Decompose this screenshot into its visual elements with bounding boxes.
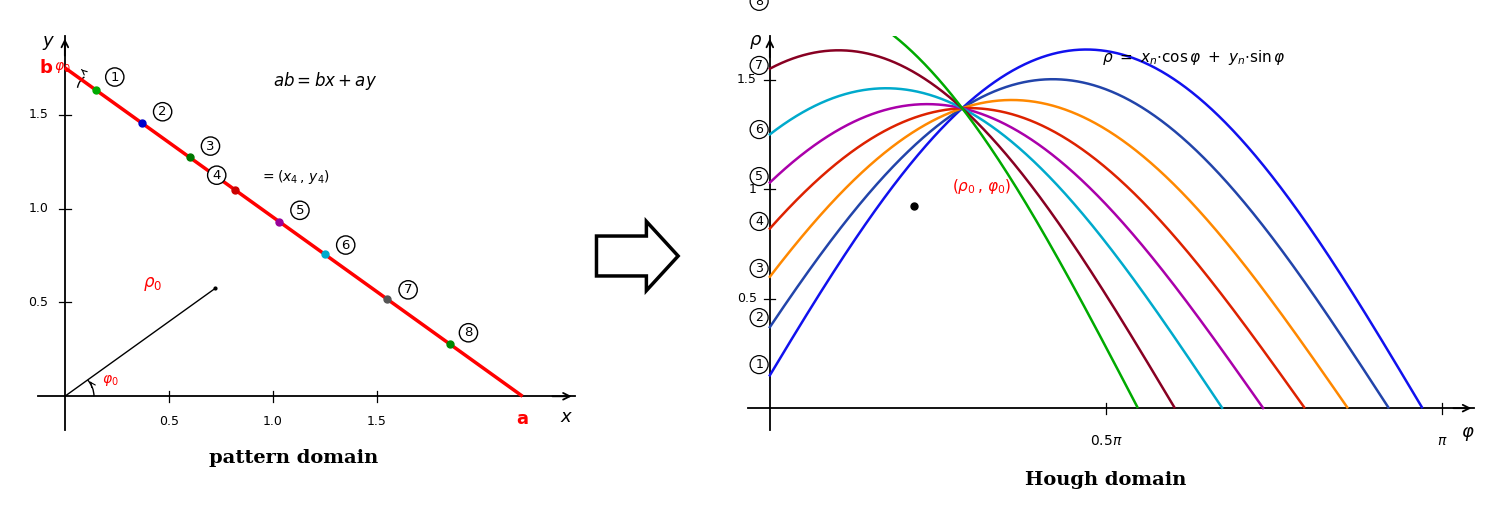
Text: 1: 1 xyxy=(748,183,758,196)
Text: 0.5: 0.5 xyxy=(736,292,758,305)
Text: 8: 8 xyxy=(754,0,764,8)
Text: x: x xyxy=(561,408,572,426)
Text: 1.0: 1.0 xyxy=(263,415,283,428)
Text: $ab = bx + ay$: $ab = bx + ay$ xyxy=(272,70,376,92)
Text: $\pi$: $\pi$ xyxy=(1436,435,1447,449)
Text: 4: 4 xyxy=(754,215,764,228)
Text: 7: 7 xyxy=(404,283,413,296)
Text: $\varphi_0$: $\varphi_0$ xyxy=(54,59,71,75)
Text: $\varphi_0$: $\varphi_0$ xyxy=(103,373,119,388)
Text: b: b xyxy=(39,59,53,77)
Text: $\rho_0$: $\rho_0$ xyxy=(142,274,162,293)
Text: Hough domain: Hough domain xyxy=(1025,472,1187,489)
Text: $= (x_4\,,\,y_4)$: $= (x_4\,,\,y_4)$ xyxy=(260,168,330,186)
Text: 2: 2 xyxy=(754,311,764,324)
Text: 0.5: 0.5 xyxy=(159,415,178,428)
Text: pattern domain: pattern domain xyxy=(209,449,378,467)
Text: 4: 4 xyxy=(213,168,221,182)
Text: 6: 6 xyxy=(754,123,764,136)
Text: y: y xyxy=(42,32,53,51)
Text: 1: 1 xyxy=(110,71,119,83)
Text: $\varphi$: $\varphi$ xyxy=(1461,425,1474,443)
Text: 5: 5 xyxy=(754,170,764,183)
Text: 1.0: 1.0 xyxy=(29,202,48,215)
Text: $(\rho_0\,,\,\varphi_0)$: $(\rho_0\,,\,\varphi_0)$ xyxy=(953,177,1012,196)
Text: 3: 3 xyxy=(206,140,215,153)
Text: 1: 1 xyxy=(754,358,764,371)
Text: 2: 2 xyxy=(159,105,166,118)
Text: 8: 8 xyxy=(464,326,473,339)
Text: $0.5\pi$: $0.5\pi$ xyxy=(1090,435,1122,449)
Text: 1.5: 1.5 xyxy=(29,108,48,121)
Text: a: a xyxy=(517,410,529,428)
Text: 3: 3 xyxy=(754,262,764,275)
FancyArrow shape xyxy=(596,221,677,291)
Text: $\rho\ =\ x_n{\cdot}\cos\varphi\ +\ y_n{\cdot}\sin\varphi$: $\rho\ =\ x_n{\cdot}\cos\varphi\ +\ y_n{… xyxy=(1102,48,1285,67)
Text: 0.5: 0.5 xyxy=(29,296,48,309)
Text: 1.5: 1.5 xyxy=(738,73,758,86)
Text: 6: 6 xyxy=(342,239,349,251)
Text: 1.5: 1.5 xyxy=(367,415,387,428)
Text: 5: 5 xyxy=(296,204,304,217)
Text: 7: 7 xyxy=(754,59,764,72)
Text: $\rho$: $\rho$ xyxy=(750,33,762,51)
